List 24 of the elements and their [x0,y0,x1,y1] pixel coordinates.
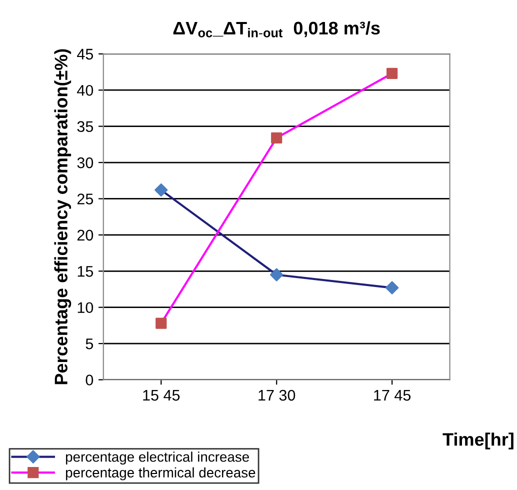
y-tick-label: 40 [77,84,94,96]
point [271,132,282,144]
point [270,268,284,282]
x-tick-label: 17 30 [258,390,296,401]
y-tick-label: 35 [77,121,94,132]
point [385,281,399,294]
y-tick-label: 30 [77,157,94,168]
point [156,318,167,329]
x-axis-title: Time[hr] [442,432,514,450]
legend-label: percentage thermical decrease [66,467,256,480]
legend-label: percentage electrical increase [66,452,249,465]
point [386,68,398,80]
y-tick-label: 45 [77,48,94,60]
point [154,183,168,197]
y-tick-label: 0 [86,374,94,386]
chart-title: ΔV$_{oc}$_ΔT$_{in-out}$ 0,018 m³/s [173,21,380,38]
y-tick-label: 20 [77,230,94,241]
y-tick-label: 25 [77,194,94,204]
x-tick-label: 15 45 [143,390,180,401]
y-tick-label: 10 [78,302,94,314]
y-axis-title: Percentage efficiency comparation(±%) [54,49,72,384]
y-tick-label: 5 [86,338,94,350]
x-tick-label: 17 45 [374,390,411,401]
y-tick-label: 15 [78,266,94,277]
